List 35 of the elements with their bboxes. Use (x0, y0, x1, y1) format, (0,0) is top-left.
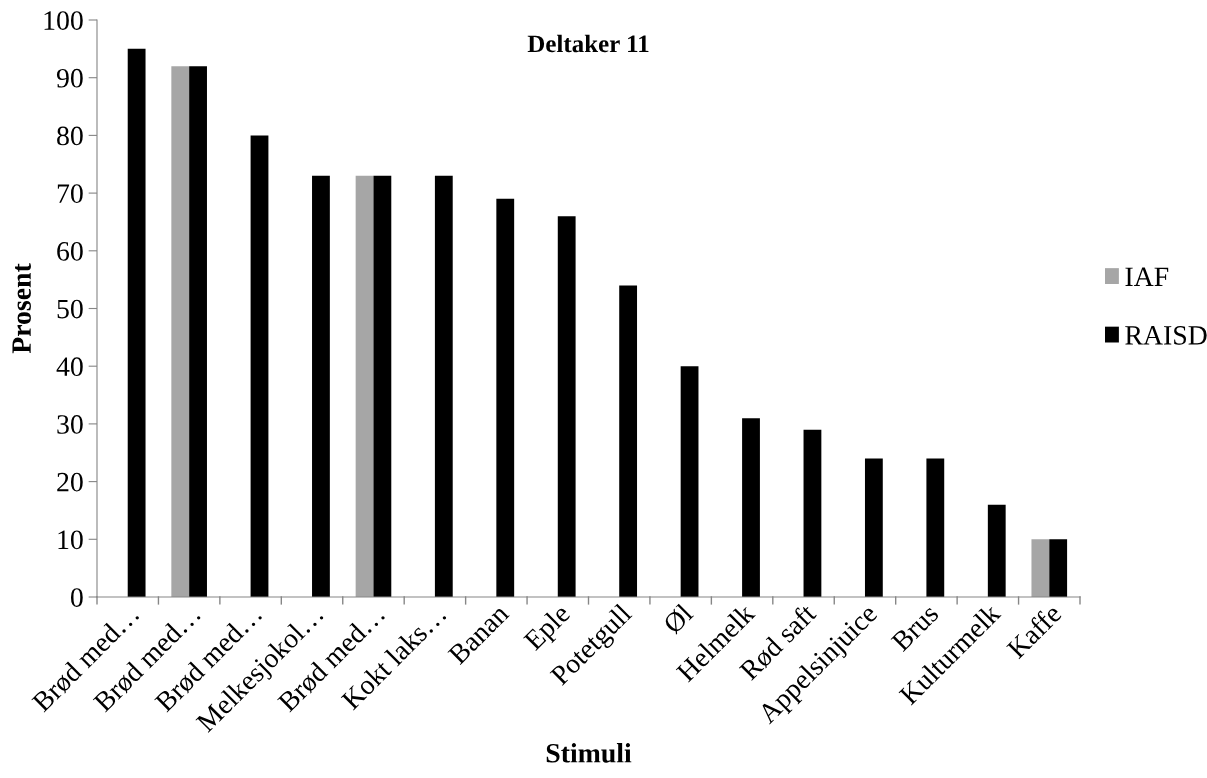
y-tick-label: 50 (57, 299, 83, 319)
bar (987, 504, 1006, 597)
y-tick-label: 10 (58, 530, 83, 550)
legend-label: IAF (1125, 267, 1169, 286)
bar (250, 135, 269, 597)
y-tick-label: 20 (57, 472, 83, 492)
y-tick-label: 0 (70, 588, 83, 607)
bar (1031, 539, 1050, 597)
chart-title: Deltaker 11 (527, 34, 649, 53)
y-tick-label: 100 (44, 11, 83, 30)
bar (864, 458, 883, 597)
bar (355, 175, 374, 597)
bar (803, 429, 822, 597)
y-tick-label: 60 (57, 241, 83, 261)
bar (312, 175, 330, 597)
bar (619, 285, 638, 597)
y-axis-title: Prosent (12, 263, 31, 354)
bar (373, 175, 392, 597)
bar (189, 66, 207, 597)
y-tick-label: 30 (57, 415, 83, 434)
bar (742, 418, 760, 597)
bar (434, 175, 453, 597)
y-tick-label: 90 (56, 68, 83, 88)
bar (680, 366, 699, 597)
bar (557, 216, 576, 597)
x-axis-title: Stimuli (546, 743, 632, 763)
bar (496, 198, 515, 597)
bar (1049, 539, 1068, 597)
bar (171, 66, 190, 597)
bar (127, 48, 146, 597)
bar (926, 458, 945, 597)
y-tick-label: 80 (57, 126, 83, 146)
y-tick-label: 70 (57, 184, 83, 204)
y-tick-label: 40 (56, 357, 83, 377)
legend-label: RAISD (1125, 326, 1207, 345)
